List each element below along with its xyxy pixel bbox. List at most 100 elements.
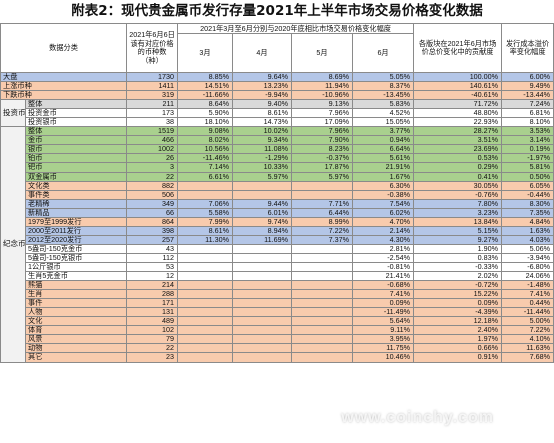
watermark: www.coinchy.com [341,409,494,426]
row-label: 下跌币种 [0,90,128,101]
cell-m5 [291,180,354,191]
table-row: 纪念币 整体 1519 9.08% 10.02% 7.96% 3.77% 28.27% 3.53… [0,126,554,363]
cell-cost: 0.44% [501,298,554,309]
cell-count: 288 [126,289,179,300]
cell-m5 [291,261,354,273]
header-category: 数据分类 [0,23,128,73]
cell-count: 171 [126,298,179,309]
header-price-change-group: 2021年3月至6月分别与2020年底相比市场交易价格变化幅度 [177,23,415,34]
cell-m3: 8.02% [177,135,234,146]
table-row: 下跌币种 319 -11.66% -9.94% -10.96% -13.45% -40.61… [0,90,554,101]
cell-m5 [291,307,354,318]
row-label: 体育 [24,325,128,336]
cell-m3 [177,280,234,291]
page-title: 附表2：现代贵金属币发行存量2021年上半年市场交易价格变化数据 [71,3,483,19]
cell-cost: 5.81% [501,162,554,173]
row-label: 熊猫 [24,280,128,291]
cell-count: 257 [126,234,179,245]
cell-m4: 9.74% [232,216,293,227]
cell-m6: 6.02% [352,207,415,218]
cell-m6: 7.41% [352,289,415,300]
cell-m6: 15.05% [352,117,415,128]
cell-m5: 6.44% [291,207,354,218]
cell-m3 [177,325,234,336]
cell-m5: 7.37% [291,234,354,245]
cell-cost: 7.41% [501,289,554,300]
cell-m6: 10.46% [352,352,415,363]
header-march: 3月 [177,33,234,73]
cell-m6: 0.94% [352,135,415,146]
row-label: 钯币 [24,162,128,173]
cell-m6: 5.05% [352,71,415,83]
cell-contrib: 5.15% [413,225,503,236]
row-label: 金币 [24,135,128,146]
cell-count: 864 [126,216,179,227]
cell-m3 [177,180,234,191]
cell-cost: 6.00% [501,71,554,83]
cell-cost: -13.44% [501,90,554,101]
cell-cost: 6.05% [501,180,554,191]
cell-cost: 0.50% [501,171,554,182]
row-label: 新精品 [24,207,128,218]
cell-cost: 7.24% [501,99,554,110]
cell-cost: 4.10% [501,334,554,345]
cell-m3: 8.64% [177,99,234,110]
row-label: 铂币 [24,153,128,164]
row-label: 大盘 [0,71,128,83]
table-row: 风景 79 3.95% 1.97% 4.10% [1,334,554,345]
cell-m5 [291,334,354,345]
cell-m3: 14.51% [177,81,234,92]
row-label: 老精稀 [24,198,128,209]
cell-contrib: 140.61% [413,81,503,92]
cell-m5: -10.96% [291,90,354,101]
cell-m3: 5.58% [177,207,234,218]
cell-m5: 17.87% [291,162,354,173]
cell-contrib: -0.72% [413,280,503,291]
cell-count: 506 [126,189,179,200]
cell-count: 131 [126,307,179,318]
row-label: 银币 [24,144,128,155]
row-label: 动物 [24,343,128,354]
cell-m4: 9.40% [232,99,293,110]
cell-m5 [291,343,354,354]
cell-m5: 5.97% [291,171,354,182]
cell-m4 [232,252,293,263]
cell-count: 53 [126,261,179,273]
table-row: 银币 1002 10.56% 11.08% 8.23% 6.64% 23.69% 0.19% [1,144,554,155]
table-row: 上涨币种 1411 14.51% 13.23% 11.94% 8.37% 140.61% 9.… [0,81,554,92]
cell-contrib: 2.02% [413,271,503,282]
cell-m3: 6.61% [177,171,234,182]
cell-m4 [232,298,293,309]
table-row: 生肖5克金币 12 21.41% 2.02% 24.06% [1,271,554,282]
cell-m3 [177,343,234,354]
cell-m6: -0.68% [352,280,415,291]
row-label: 投资银币 [24,117,128,128]
table-row: 投资金币 173 5.90% 8.61% 7.96% 4.52% 48.80% 6.81% [1,108,554,119]
cell-m5: 9.13% [291,99,354,110]
cell-m6: 2.14% [352,225,415,236]
cell-count: 23 [126,352,179,363]
cell-m3 [177,289,234,300]
cell-cost: 9.49% [501,81,554,92]
cell-m3: 18.10% [177,117,234,128]
row-label: 5盎司-150克金币 [24,243,128,254]
cell-cost: 8.10% [501,117,554,128]
cell-contrib: 0.41% [413,171,503,182]
cell-m6: 11.75% [352,343,415,354]
cell-cost: 8.30% [501,198,554,209]
table-row: 5盎司-150克金币 43 2.81% 1.90% 5.06% [1,243,554,254]
cell-m3 [177,298,234,309]
cell-contrib: 0.53% [413,153,503,164]
cell-m3: 7.06% [177,198,234,209]
table-row: 文化 489 5.64% 12.18% 5.00% [1,316,554,327]
cell-m3 [177,307,234,318]
cell-m5 [291,271,354,282]
cell-contrib: 0.91% [413,352,503,363]
cell-m5: 7.90% [291,135,354,146]
cell-count: 349 [126,198,179,209]
cell-m4 [232,343,293,354]
cell-m5 [291,243,354,254]
cell-m3: 9.08% [177,126,234,137]
cell-contrib: -0.33% [413,261,503,273]
